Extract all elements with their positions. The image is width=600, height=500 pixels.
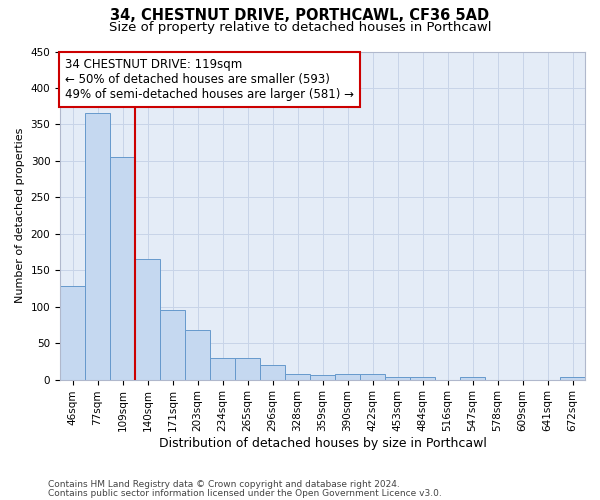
Bar <box>335 374 360 380</box>
Bar <box>260 365 285 380</box>
Bar <box>285 374 310 380</box>
Text: Contains HM Land Registry data © Crown copyright and database right 2024.: Contains HM Land Registry data © Crown c… <box>48 480 400 489</box>
Y-axis label: Number of detached properties: Number of detached properties <box>15 128 25 303</box>
Bar <box>110 157 135 380</box>
Bar <box>460 376 485 380</box>
Bar <box>235 358 260 380</box>
Bar <box>310 375 335 380</box>
Text: 34 CHESTNUT DRIVE: 119sqm
← 50% of detached houses are smaller (593)
49% of semi: 34 CHESTNUT DRIVE: 119sqm ← 50% of detac… <box>65 58 354 101</box>
Bar <box>385 376 410 380</box>
Text: 34, CHESTNUT DRIVE, PORTHCAWL, CF36 5AD: 34, CHESTNUT DRIVE, PORTHCAWL, CF36 5AD <box>110 8 490 22</box>
Bar <box>560 376 585 380</box>
Text: Size of property relative to detached houses in Porthcawl: Size of property relative to detached ho… <box>109 21 491 34</box>
Text: Contains public sector information licensed under the Open Government Licence v3: Contains public sector information licen… <box>48 488 442 498</box>
Bar <box>160 310 185 380</box>
X-axis label: Distribution of detached houses by size in Porthcawl: Distribution of detached houses by size … <box>158 437 487 450</box>
Bar <box>210 358 235 380</box>
Bar <box>85 114 110 380</box>
Bar <box>360 374 385 380</box>
Bar <box>60 286 85 380</box>
Bar <box>410 376 435 380</box>
Bar <box>185 330 210 380</box>
Bar <box>135 260 160 380</box>
